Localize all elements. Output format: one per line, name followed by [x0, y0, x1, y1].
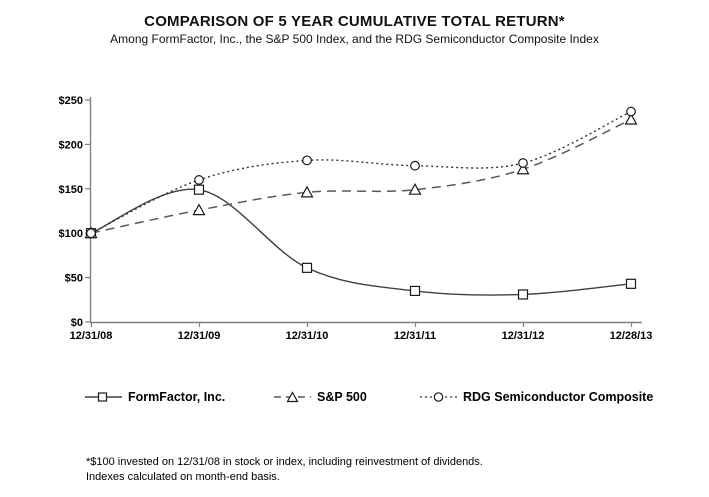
circle-marker-icon	[518, 158, 528, 168]
square-marker-icon	[517, 289, 529, 300]
circle-marker-icon	[86, 228, 96, 239]
square-marker-icon	[193, 184, 205, 195]
triangle-marker-icon	[624, 112, 638, 125]
x-tick-label: 12/31/08	[70, 330, 113, 342]
y-tick-label: $50	[65, 273, 83, 285]
circle-marker-icon	[626, 106, 636, 117]
chart-footnote: *$100 invested on 12/31/08 in stock or i…	[86, 455, 483, 485]
legend-item-sp500: S&P 500	[274, 389, 367, 405]
circle-marker-icon	[194, 175, 204, 185]
chart-title: COMPARISON OF 5 YEAR CUMULATIVE TOTAL RE…	[144, 13, 565, 30]
triangle-marker-icon	[300, 185, 314, 198]
x-tick-label: 12/28/13	[610, 330, 653, 342]
legend-item-formfactor: FormFactor, Inc.	[85, 389, 225, 405]
square-marker-icon	[409, 285, 421, 297]
footnote-line-1: *$100 invested on 12/31/08 in stock or i…	[86, 456, 483, 468]
chart-subtitle: Among FormFactor, Inc., the S&P 500 Inde…	[110, 32, 599, 46]
legend-label-formfactor: FormFactor, Inc.	[128, 390, 226, 404]
legend-item-rdg: RDG Semiconductor Composite	[420, 389, 653, 405]
circle-marker-icon	[420, 392, 457, 402]
square-marker-icon	[301, 262, 313, 273]
y-tick-label: $200	[59, 139, 83, 151]
y-tick-label: $150	[59, 184, 83, 196]
series-line-square	[90, 188, 632, 296]
y-tick-label: $250	[59, 95, 83, 107]
triangle-marker-icon	[274, 391, 311, 403]
x-tick-label: 12/31/12	[502, 330, 545, 342]
series-line-triangle	[90, 118, 632, 234]
triangle-marker-icon	[516, 162, 530, 175]
performance-chart: $0 $50 $100 $150 $200 $250 12/31/08 12/31/09 12/…	[59, 95, 653, 342]
triangle-marker-icon	[408, 182, 422, 195]
legend-label-rdg: RDG Semiconductor Composite	[463, 390, 654, 404]
y-tick-label: $0	[71, 317, 83, 329]
footnote-line-2: Indexes calculated on month-end basis.	[86, 471, 280, 483]
x-tick-label: 12/31/10	[286, 330, 329, 342]
triangle-marker-icon	[192, 203, 206, 216]
square-marker-icon	[625, 278, 637, 289]
legend-label-sp500: S&P 500	[317, 390, 367, 404]
circle-marker-icon	[302, 155, 312, 166]
y-tick-label: $100	[59, 228, 83, 240]
square-marker-icon	[85, 392, 122, 402]
x-tick-label: 12/31/09	[178, 330, 221, 342]
x-tick-label: 12/31/11	[394, 330, 436, 342]
circle-marker-icon	[410, 160, 420, 171]
